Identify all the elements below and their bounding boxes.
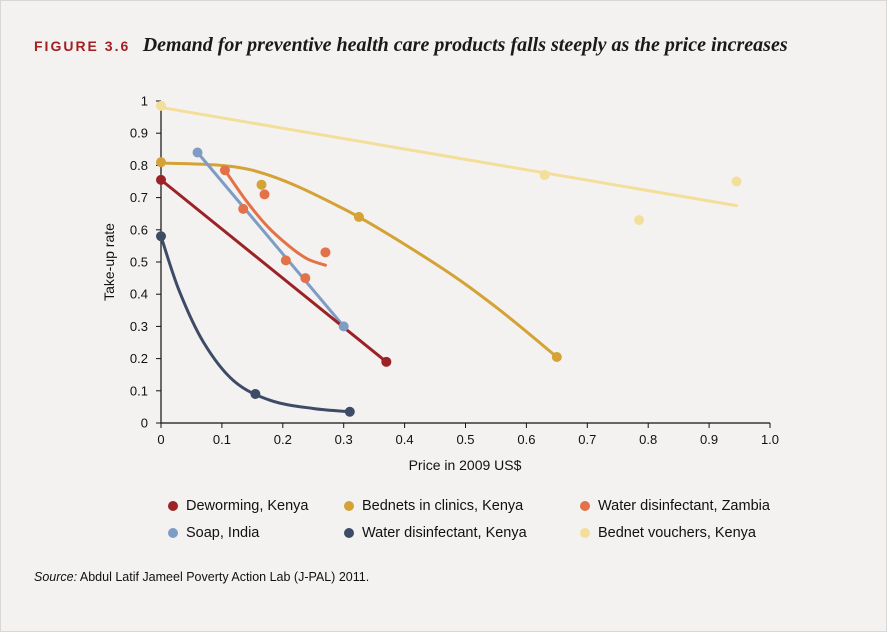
figure-header: FIGURE 3.6 Demand for preventive health … bbox=[34, 34, 788, 57]
point-soap-india bbox=[338, 321, 349, 332]
y-axis-label: Take-up rate bbox=[101, 223, 117, 301]
y-tick-label: 0.6 bbox=[130, 222, 148, 237]
point-water-disinfectant-zambia bbox=[320, 247, 331, 258]
x-tick-label: 0.8 bbox=[639, 432, 657, 447]
legend-label: Bednets in clinics, Kenya bbox=[362, 498, 524, 514]
source-prefix: Source: bbox=[34, 570, 78, 584]
x-tick-label: 0.5 bbox=[456, 432, 474, 447]
point-water-disinfectant-kenya bbox=[156, 231, 166, 242]
point-water-disinfectant-zambia bbox=[219, 165, 230, 176]
x-ticks: 0 0.1 0.2 0.3 0.4 0.5 0.6 0.7 0.8 0.9 1.0 bbox=[157, 423, 779, 447]
chart-axes bbox=[160, 101, 770, 424]
y-tick-label: 0.3 bbox=[130, 319, 148, 334]
legend-label: Bednet vouchers, Kenya bbox=[598, 525, 756, 541]
fit-line-deworming-kenya bbox=[159, 178, 388, 364]
point-water-disinfectant-zambia bbox=[259, 189, 270, 200]
legend-swatch bbox=[344, 528, 354, 538]
point-bednet-vouchers-kenya bbox=[539, 170, 550, 181]
legend-item: Deworming, Kenya bbox=[168, 498, 309, 514]
point-water-disinfectant-kenya bbox=[344, 406, 355, 417]
x-tick-label: 0.6 bbox=[517, 432, 535, 447]
source-note: Source: Abdul Latif Jameel Poverty Actio… bbox=[34, 570, 369, 584]
source-text: Abdul Latif Jameel Poverty Action Lab (J… bbox=[79, 570, 370, 584]
fit-line-water-disinfectant-zambia bbox=[223, 168, 327, 267]
y-tick-label: 0.9 bbox=[130, 126, 148, 141]
legend-swatch bbox=[344, 501, 354, 511]
point-deworming-kenya bbox=[156, 174, 166, 185]
legend-swatch bbox=[580, 528, 590, 538]
legend-label: Water disinfectant, Zambia bbox=[598, 498, 770, 514]
x-axis-label: Price in 2009 US$ bbox=[409, 457, 522, 473]
x-tick-label: 0.7 bbox=[578, 432, 596, 447]
point-bednet-vouchers-kenya bbox=[156, 100, 166, 111]
fit-line-soap-india bbox=[196, 151, 346, 328]
figure-label: FIGURE 3.6 bbox=[34, 38, 131, 54]
fit-lines bbox=[159, 105, 739, 414]
y-tick-label: 1 bbox=[141, 94, 148, 109]
x-tick-label: 0 bbox=[157, 432, 164, 447]
x-tick-label: 0.4 bbox=[396, 432, 414, 447]
figure-title: Demand for preventive health care produc… bbox=[142, 34, 788, 56]
y-tick-label: 0 bbox=[141, 416, 148, 431]
point-bednets-in-clinics-kenya bbox=[353, 211, 364, 222]
point-bednet-vouchers-kenya bbox=[731, 176, 742, 187]
point-bednet-vouchers-kenya bbox=[634, 215, 645, 226]
legend-item: Bednets in clinics, Kenya bbox=[344, 498, 523, 514]
legend-item: Soap, India bbox=[168, 525, 259, 541]
point-deworming-kenya bbox=[381, 356, 392, 367]
legend-item: Water disinfectant, Zambia bbox=[580, 498, 770, 514]
legend-swatch bbox=[168, 528, 178, 538]
legend-label: Deworming, Kenya bbox=[186, 498, 309, 514]
fit-line-water-disinfectant-kenya bbox=[159, 234, 352, 414]
legend-label: Soap, India bbox=[186, 525, 260, 541]
y-tick-label: 0.5 bbox=[130, 255, 148, 270]
x-tick-label: 0.9 bbox=[700, 432, 718, 447]
y-tick-label: 0.4 bbox=[130, 287, 148, 302]
point-water-disinfectant-kenya bbox=[250, 389, 261, 400]
y-tick-label: 0.8 bbox=[130, 158, 148, 173]
legend-swatch bbox=[580, 501, 590, 511]
x-tick-label: 0.2 bbox=[274, 432, 292, 447]
fit-line-bednets-in-clinics-kenya bbox=[159, 161, 559, 359]
point-soap-india bbox=[192, 147, 203, 158]
legend-item: Bednet vouchers, Kenya bbox=[580, 525, 756, 541]
point-water-disinfectant-zambia bbox=[300, 273, 311, 284]
point-bednets-in-clinics-kenya bbox=[256, 179, 267, 190]
legend-swatch bbox=[168, 501, 178, 511]
data-points bbox=[156, 100, 742, 417]
point-water-disinfectant-zambia bbox=[238, 203, 249, 214]
y-tick-label: 0.1 bbox=[130, 383, 148, 398]
point-water-disinfectant-zambia bbox=[280, 255, 291, 266]
point-bednets-in-clinics-kenya bbox=[551, 351, 562, 362]
x-tick-label: 0.1 bbox=[213, 432, 231, 447]
y-tick-label: 0.2 bbox=[130, 351, 148, 366]
x-tick-label: 1.0 bbox=[761, 432, 779, 447]
legend-item: Water disinfectant, Kenya bbox=[344, 525, 527, 541]
y-ticks: 0 0.1 0.2 0.3 0.4 0.5 0.6 0.7 0.8 0.9 1 bbox=[130, 94, 161, 431]
x-tick-label: 0.3 bbox=[335, 432, 353, 447]
y-tick-label: 0.7 bbox=[130, 190, 148, 205]
legend-label: Water disinfectant, Kenya bbox=[362, 525, 527, 541]
point-bednets-in-clinics-kenya bbox=[156, 157, 166, 168]
fit-line-bednet-vouchers-kenya bbox=[159, 105, 739, 208]
